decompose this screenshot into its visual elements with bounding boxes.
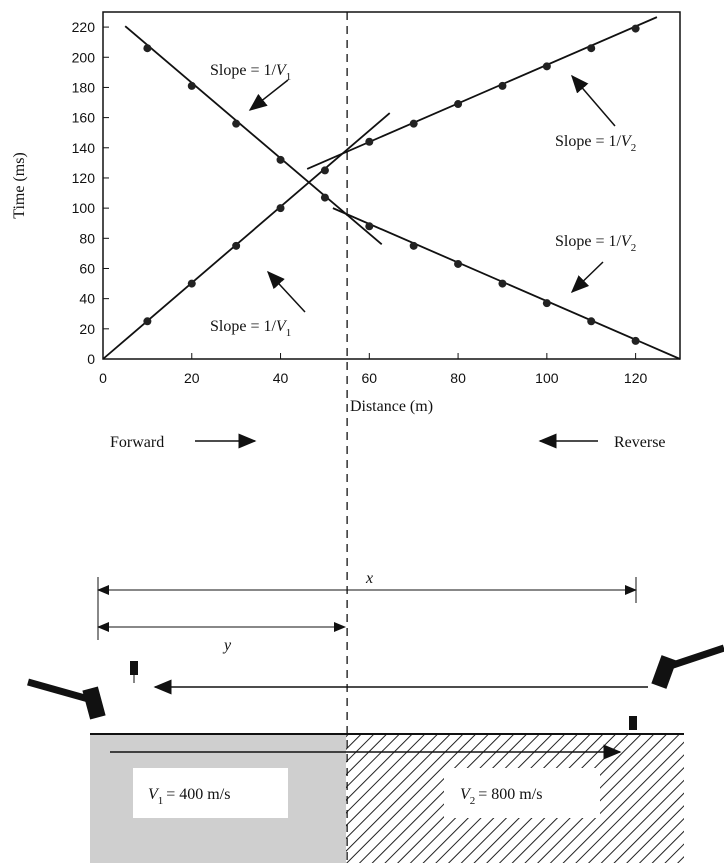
data-point — [542, 62, 551, 71]
data-point — [232, 241, 241, 250]
layer-label-part: = 800 m/s — [478, 786, 542, 803]
y-axis-label: Time (ms) — [11, 152, 28, 219]
data-point — [232, 119, 241, 128]
hammer-head — [82, 686, 106, 720]
data-point — [542, 299, 551, 308]
hammer-handle — [27, 678, 93, 704]
y-tick-label: 140 — [72, 140, 96, 156]
layer-label-part: V — [148, 786, 160, 803]
layer-label-part: 2 — [470, 795, 476, 807]
y-tick-label: 200 — [72, 49, 96, 65]
diagram: Forward Reverse x y — [27, 433, 724, 863]
label-box — [444, 768, 600, 818]
y-tick-label: 80 — [79, 230, 95, 246]
data-point — [276, 204, 285, 213]
y-tick-label: 160 — [72, 110, 96, 126]
annotation: Slope = 1/V1 — [210, 62, 291, 83]
data-point — [454, 259, 463, 268]
data-point — [631, 336, 640, 345]
annotation: Slope = 1/V2 — [555, 233, 636, 254]
x-tick-label: 120 — [624, 370, 648, 386]
annotation-part: V — [621, 233, 633, 250]
y-tick-label: 0 — [87, 351, 95, 367]
y-tick-label: 20 — [79, 321, 95, 337]
data-point — [454, 100, 463, 109]
data-point — [631, 24, 640, 33]
y-tick-label: 180 — [72, 79, 96, 95]
reverse-label: Reverse — [614, 434, 666, 451]
y-tick-label: 100 — [72, 200, 96, 216]
annotation-arrow — [248, 79, 289, 111]
data-point — [320, 166, 329, 175]
x-tick-label: 0 — [99, 370, 107, 386]
data-point — [587, 44, 596, 53]
data-point — [143, 317, 152, 326]
annotation-part: Slope = 1/ — [555, 233, 621, 250]
data-point — [276, 155, 285, 164]
annotation-part: 2 — [631, 242, 637, 254]
data-point — [587, 317, 596, 326]
data-point — [409, 241, 418, 250]
data-point — [498, 81, 507, 90]
plot-frame — [102, 11, 681, 360]
y-tick-label: 40 — [79, 291, 95, 307]
x-tick-label: 80 — [450, 370, 466, 386]
data-point — [187, 279, 196, 288]
forward-label: Forward — [110, 434, 164, 451]
data-point — [143, 44, 152, 53]
data-point — [320, 193, 329, 202]
hammer-head — [651, 655, 677, 689]
layer-label-part: = 400 m/s — [166, 786, 230, 803]
y-tick-label: 60 — [79, 260, 95, 276]
data-point — [187, 81, 196, 90]
annotation: Slope = 1/V1 — [210, 318, 291, 339]
x-label: x — [365, 570, 373, 587]
data-point — [409, 119, 418, 128]
annotation-part: V — [276, 62, 288, 79]
annotation-arrow — [571, 74, 616, 127]
data-point — [498, 279, 507, 288]
annotation-arrow — [570, 261, 604, 294]
fit-line — [124, 25, 383, 246]
annotation-part: Slope = 1/ — [555, 133, 621, 150]
annotation-part: V — [276, 318, 288, 335]
annotation: Slope = 1/V2 — [555, 133, 636, 154]
layer-label-part: 1 — [158, 795, 164, 807]
y-tick-label: 220 — [72, 19, 96, 35]
y-label: y — [222, 637, 232, 654]
geophone — [130, 661, 138, 675]
layer-label: V1 = 400 m/s — [148, 786, 230, 807]
label-box — [133, 768, 288, 818]
annotation-arrow — [266, 270, 306, 313]
annotation-part: Slope = 1/ — [210, 318, 276, 335]
annotation-part: 2 — [631, 142, 637, 154]
x-tick-label: 100 — [535, 370, 559, 386]
x-tick-label: 60 — [362, 370, 378, 386]
annotation-part: 1 — [286, 71, 292, 83]
x-tick-label: 40 — [273, 370, 289, 386]
x-tick-label: 20 — [184, 370, 200, 386]
y-tick-label: 120 — [72, 170, 96, 186]
data-point — [365, 222, 374, 231]
x-axis-label: Distance (m) — [350, 398, 433, 415]
annotation-part: V — [621, 133, 633, 150]
fit-line — [306, 16, 658, 170]
layer-label-part: V — [460, 786, 472, 803]
annotation-part: Slope = 1/ — [210, 62, 276, 79]
layer-label: V2 = 800 m/s — [460, 786, 542, 807]
annotation-part: 1 — [286, 327, 292, 339]
data-point — [365, 137, 374, 146]
geophone — [629, 716, 637, 730]
